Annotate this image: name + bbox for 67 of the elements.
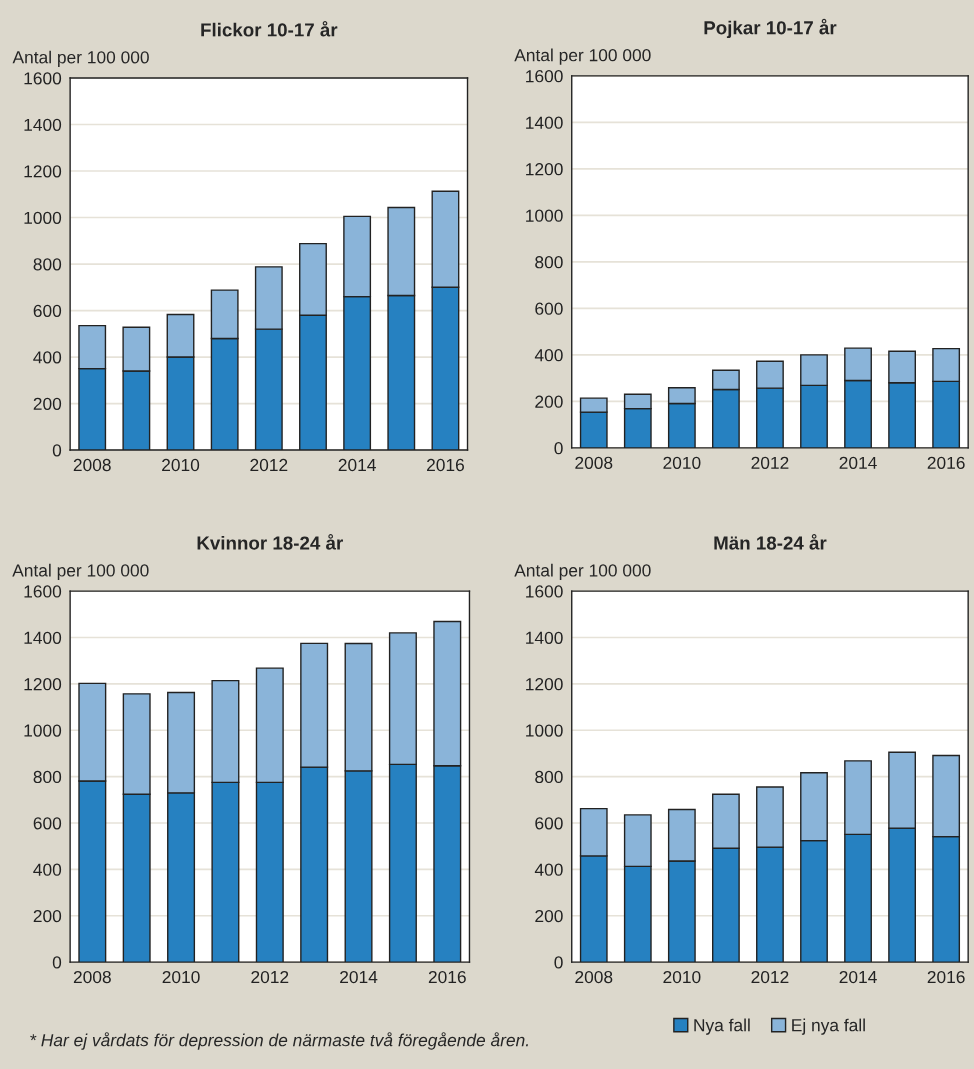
x-tick-label: 2010 [663,970,701,984]
x-tick-label: 2008 [575,456,613,469]
y-tick-label: 1600 [526,585,563,598]
x-tick-label: 2008 [73,970,111,984]
y-tick-label: 600 [33,817,62,830]
y-tick-label: 1000 [24,211,62,224]
x-tick-label: 2010 [162,458,200,472]
x-tick-label: 2016 [927,456,965,469]
y-axis-title: Antal per 100 000 [12,563,149,581]
y-tick-label: 1600 [526,70,563,83]
x-tick-label: 2012 [751,970,789,984]
x-tick-label: 2016 [427,458,464,472]
chart-title: Pojkar 10-17 år [704,18,837,39]
y-tick-label: 600 [33,304,62,318]
y-tick-label: 800 [33,258,62,271]
x-tick-label: 2016 [927,970,965,984]
y-axis-title: Antal per 100 000 [514,48,651,65]
y-tick-label: 1000 [24,724,62,737]
x-tick-label: 2016 [428,970,466,984]
y-tick-label: 1200 [526,163,563,176]
legend-label: Nya fall [694,1018,750,1035]
y-tick-label: 0 [52,956,62,969]
y-tick-label: 200 [33,397,62,411]
x-tick-label: 2014 [338,458,376,472]
x-tick-label: 2010 [663,456,701,469]
x-tick-label: 2012 [251,970,289,984]
x-tick-label: 2012 [250,458,288,472]
y-axis-title: Antal per 100 000 [12,50,149,67]
y-tick-label: 1200 [526,678,563,691]
y-tick-label: 1400 [526,631,563,644]
chart-title: Män 18-24 år [714,534,827,550]
y-tick-label: 600 [535,302,563,315]
y-tick-label: 1400 [24,631,62,644]
y-tick-label: 800 [33,770,62,784]
y-tick-label: 0 [554,956,563,969]
x-tick-label: 2012 [751,456,789,469]
y-tick-label: 200 [535,909,563,923]
y-tick-label: 0 [554,442,563,455]
y-tick-label: 800 [535,256,563,269]
y-tick-label: 1400 [24,118,62,131]
y-tick-label: 400 [33,863,62,876]
y-tick-label: 800 [535,770,563,784]
x-tick-label: 2014 [839,456,877,469]
text: * Har ej vårdats för depression de närmaste två föregående åren. [30,1032,528,1050]
y-tick-label: 1600 [24,585,62,598]
y-tick-label: 600 [535,817,563,830]
chart-title: Flickor 10-17 år [201,20,338,37]
x-tick-label: 2014 [839,970,877,984]
y-tick-label: 1200 [24,678,62,691]
x-tick-label: 2010 [162,970,200,984]
x-tick-label: 2008 [73,458,111,472]
y-tick-label: 1600 [24,72,62,85]
y-tick-label: 1200 [24,165,62,178]
y-axis-title: Antal per 100 000 [514,563,651,581]
x-tick-label: 2008 [575,970,613,984]
y-tick-label: 400 [534,349,563,362]
x-tick-label: 2014 [340,970,378,984]
y-tick-label: 200 [33,909,62,923]
y-tick-label: 400 [33,351,62,364]
y-tick-label: 400 [534,863,563,876]
y-tick-label: 1000 [526,724,563,737]
y-tick-label: 0 [52,444,62,457]
y-tick-label: 1400 [526,116,563,129]
chart-title: Kvinnor 18-24 år [197,534,343,550]
legend-label: Ej nya fall [792,1018,865,1035]
y-tick-label: 200 [535,395,563,408]
y-tick-label: 1000 [526,209,563,222]
